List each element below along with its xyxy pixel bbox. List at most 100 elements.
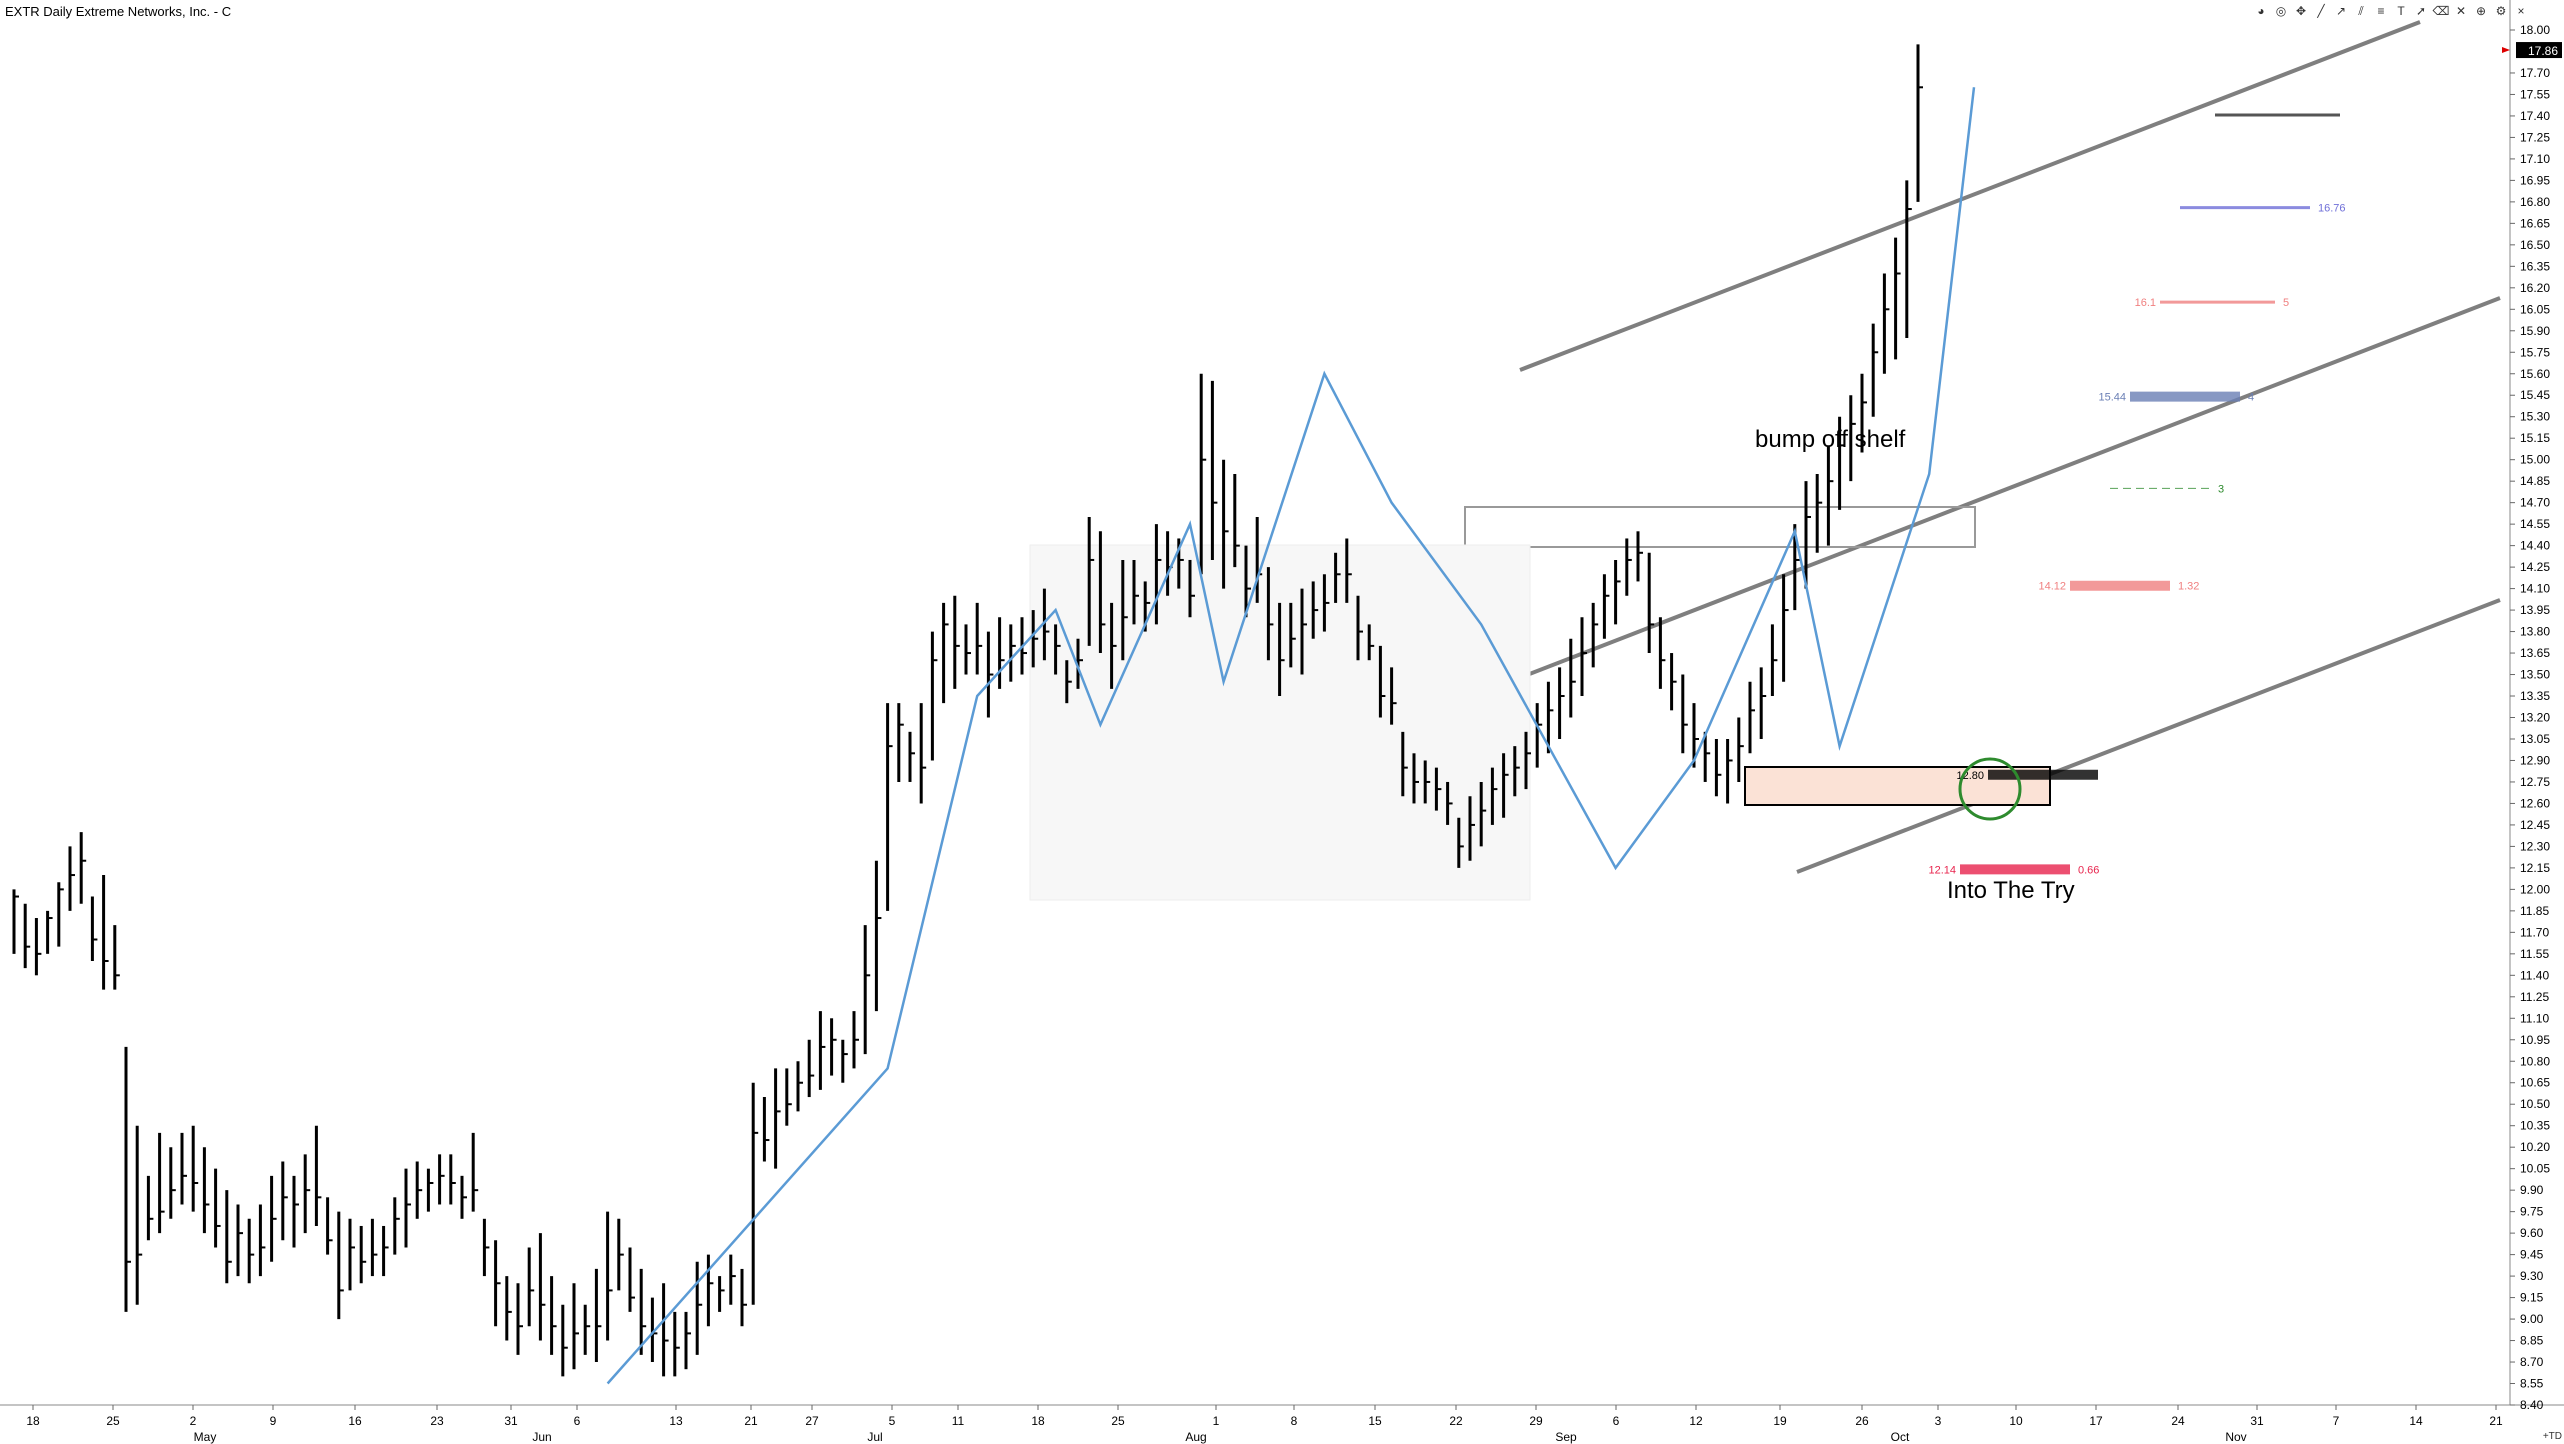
y-tick-label: 17.70	[2520, 66, 2550, 80]
last-price-arrow	[2502, 47, 2510, 54]
x-tick-label: 14	[2409, 1414, 2423, 1428]
y-tick-label: 15.75	[2520, 345, 2550, 359]
y-tick-label: 14.25	[2520, 560, 2550, 574]
y-tick-label: 11.70	[2520, 925, 2549, 939]
x-tick-label: 29	[1529, 1414, 1543, 1428]
y-tick-label: 14.10	[2520, 582, 2550, 596]
x-month-label: Jun	[532, 1430, 551, 1444]
x-tick-label: 23	[430, 1414, 444, 1428]
y-tick-label: 14.70	[2520, 496, 2550, 510]
y-tick-label: 11.40	[2520, 968, 2549, 982]
target-icon[interactable]: ◎	[2275, 4, 2287, 18]
last-price-label: 17.86	[2528, 44, 2558, 58]
toolbar: ◕ ◎ ✥ ╱ ↗ ⫽ ≡ T ➚ ⌫ ✕ ⊕ ⚙ ×	[2252, 2, 2530, 24]
y-tick-label: 10.05	[2520, 1162, 2550, 1176]
x-tick-label: 18	[1031, 1414, 1045, 1428]
y-tick-label: 8.85	[2520, 1334, 2544, 1348]
annotation-bump-off-shelf: bump off shelf	[1755, 426, 1906, 453]
ray-icon[interactable]: ↗	[2335, 4, 2347, 18]
y-tick-label: 9.00	[2520, 1312, 2544, 1326]
y-tick-label: 16.20	[2520, 281, 2550, 295]
zoom-icon[interactable]: ⊕	[2475, 4, 2487, 18]
y-tick-label: 17.25	[2520, 130, 2550, 144]
zigzag-line	[606, 87, 1976, 1385]
y-tick-label: 11.25	[2520, 990, 2549, 1004]
x-tick-label: 6	[574, 1414, 581, 1428]
fib-icon[interactable]: ≡	[2377, 4, 2385, 18]
y-tick-label: 15.15	[2520, 431, 2550, 445]
td-label: +TD	[2542, 1431, 2562, 1442]
x-tick-label: 8	[1291, 1414, 1298, 1428]
x-month-label: Oct	[1891, 1430, 1910, 1444]
fib-level-right-label: 1.32	[2178, 581, 2199, 593]
cross-icon[interactable]: ✕	[2455, 4, 2467, 18]
annotation-into-the-try: Into The Try	[1947, 877, 2075, 904]
y-tick-label: 14.55	[2520, 517, 2550, 531]
y-tick-label: 10.35	[2520, 1119, 2550, 1133]
y-tick-label: 9.30	[2520, 1269, 2544, 1283]
x-tick-label: 5	[889, 1414, 896, 1428]
y-tick-label: 13.65	[2520, 646, 2550, 660]
y-tick-label: 13.35	[2520, 689, 2550, 703]
y-tick-label: 12.75	[2520, 775, 2550, 789]
y-tick-label: 13.50	[2520, 668, 2550, 682]
eraser-icon[interactable]: ⌫	[2432, 4, 2450, 18]
y-tick-label: 16.65	[2520, 216, 2550, 230]
y-tick-label: 14.40	[2520, 539, 2550, 553]
y-tick-label: 10.80	[2520, 1054, 2550, 1068]
y-tick-label: 10.65	[2520, 1076, 2550, 1090]
x-tick-label: 27	[805, 1414, 819, 1428]
y-tick-label: 15.30	[2520, 410, 2550, 424]
y-tick-label: 9.60	[2520, 1226, 2544, 1240]
y-tick-label: 9.75	[2520, 1205, 2544, 1219]
y-tick-label: 12.00	[2520, 882, 2550, 896]
fib-level-right-label: 4	[2248, 392, 2254, 404]
settings-icon[interactable]: ⚙	[2495, 4, 2507, 18]
x-tick-label: 6	[1613, 1414, 1620, 1428]
cursor-icon[interactable]: ✥	[2295, 4, 2307, 18]
x-tick-label: 1	[1213, 1414, 1220, 1428]
x-month-label: Jul	[867, 1430, 882, 1444]
x-tick-label: 25	[1111, 1414, 1125, 1428]
text-icon[interactable]: T	[2397, 4, 2405, 18]
x-tick-label: 3	[1935, 1414, 1942, 1428]
fib-level-right-label: 16.76	[2318, 203, 2346, 215]
y-tick-label: 9.90	[2520, 1183, 2544, 1197]
y-tick-label: 13.95	[2520, 603, 2550, 617]
x-tick-label: 17	[2089, 1414, 2103, 1428]
y-tick-label: 15.45	[2520, 388, 2550, 402]
y-tick-label: 8.40	[2520, 1398, 2544, 1412]
x-month-label: Sep	[1555, 1430, 1577, 1444]
x-tick-label: 9	[270, 1414, 277, 1428]
line-icon[interactable]: ╱	[2317, 4, 2325, 18]
faded-popup	[1029, 544, 1531, 901]
x-tick-label: 10	[2009, 1414, 2023, 1428]
channel-icon[interactable]: ⫽	[2358, 3, 2364, 18]
x-month-label: Nov	[2225, 1430, 2246, 1444]
y-tick-label: 15.90	[2520, 324, 2550, 338]
y-tick-label: 15.60	[2520, 367, 2550, 381]
y-tick-label: 18.00	[2520, 23, 2550, 37]
y-tick-label: 16.35	[2520, 259, 2550, 273]
channel-upper-line	[1519, 20, 2421, 372]
palette-icon[interactable]: ◕	[2257, 4, 2265, 18]
close-icon[interactable]: ×	[2517, 4, 2525, 18]
y-tick-label: 17.10	[2520, 152, 2550, 166]
y-tick-label: 16.05	[2520, 302, 2550, 316]
y-tick-label: 14.85	[2520, 474, 2550, 488]
y-tick-label: 13.05	[2520, 732, 2550, 746]
y-tick-label: 9.15	[2520, 1291, 2544, 1305]
fib-level-right-label: 3	[2218, 483, 2224, 495]
y-tick-label: 13.80	[2520, 625, 2550, 639]
arrow-icon[interactable]: ➚	[2415, 4, 2427, 18]
y-tick-label: 9.45	[2520, 1248, 2544, 1262]
y-tick-label: 11.55	[2520, 947, 2549, 961]
x-tick-label: 13	[669, 1414, 683, 1428]
y-tick-label: 16.80	[2520, 195, 2550, 209]
fib-level-left-label: 16.1	[2135, 297, 2156, 309]
x-tick-label: 21	[2489, 1414, 2503, 1428]
y-tick-label: 8.70	[2520, 1355, 2544, 1369]
x-tick-label: 11	[952, 1414, 965, 1428]
x-tick-label: 2	[190, 1414, 197, 1428]
